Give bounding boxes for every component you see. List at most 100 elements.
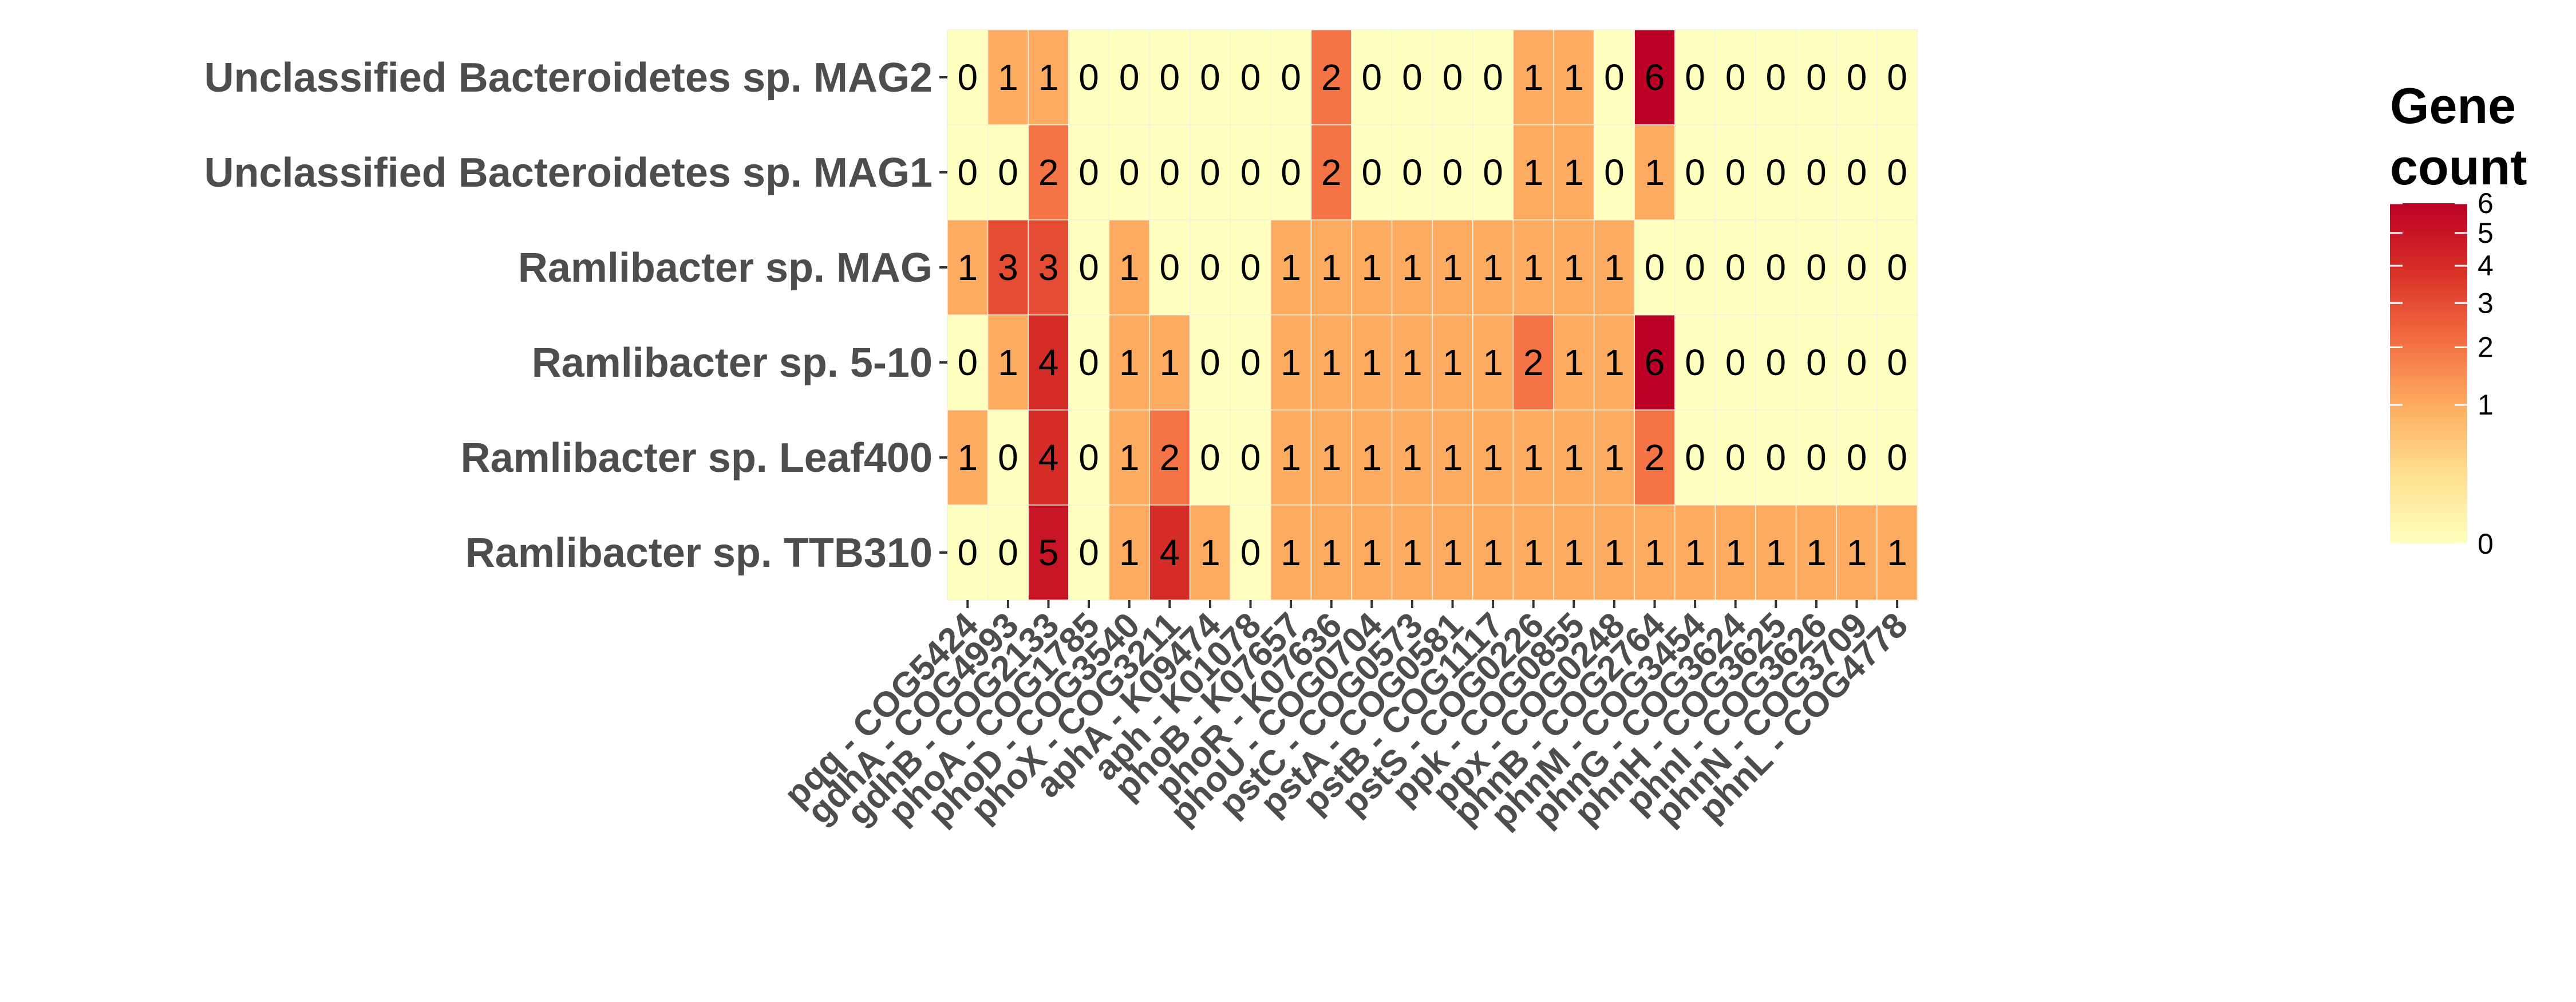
- cell-value-label: 1: [998, 342, 1018, 383]
- cell-value-label: 0: [1766, 342, 1787, 383]
- cell-value-label: 1: [1483, 437, 1503, 478]
- cell-value-label: 0: [1847, 437, 1867, 478]
- heatmap-cell: [1836, 29, 1878, 125]
- cell-value-label: 0: [1685, 247, 1705, 288]
- cell-value-label: 1: [1038, 57, 1059, 98]
- cell-value-label: 0: [1766, 437, 1787, 478]
- heatmap-cell: [1472, 124, 1514, 220]
- cell-value-label: 0: [1766, 152, 1787, 193]
- cell-value-label: 0: [1806, 342, 1827, 383]
- cell-value-label: 0: [1200, 342, 1220, 383]
- cell-value-label: 3: [1038, 247, 1059, 288]
- cell-value-label: 1: [1564, 152, 1585, 193]
- cell-value-label: 0: [1200, 437, 1220, 478]
- heatmap-cell: [1230, 219, 1271, 315]
- legend-tick-label: 0: [2478, 528, 2494, 560]
- cell-value-label: 1: [1604, 247, 1625, 288]
- cell-value-label: 1: [1725, 532, 1746, 573]
- legend-tick-label: 1: [2478, 389, 2494, 421]
- cell-value-label: 1: [1483, 532, 1503, 573]
- cell-value-label: 0: [1240, 57, 1261, 98]
- cell-value-label: 1: [1119, 532, 1140, 573]
- cell-value-label: 0: [1685, 57, 1705, 98]
- heatmap-cell: [987, 29, 1029, 125]
- cell-value-label: 0: [1645, 247, 1665, 288]
- heatmap-cell: [1674, 314, 1716, 411]
- heatmap-cell: [1553, 29, 1595, 125]
- heatmap-cell: [987, 219, 1029, 315]
- cell-value-label: 3: [998, 247, 1018, 288]
- heatmap-cell: [1310, 314, 1352, 411]
- heatmap-cell: [1432, 124, 1473, 220]
- heatmap-cell: [1432, 314, 1473, 411]
- heatmap-cell: [1270, 409, 1312, 506]
- cell-value-label: 0: [1604, 152, 1625, 193]
- heatmap-cell: [1068, 29, 1110, 125]
- heatmap-cell: [1714, 29, 1756, 125]
- cell-value-label: 1: [1362, 437, 1382, 478]
- heatmap-cell: [1189, 314, 1231, 411]
- cell-value-label: 1: [1766, 532, 1787, 573]
- cell-value-label: 2: [1321, 152, 1342, 193]
- cell-value-label: 1: [1645, 152, 1665, 193]
- heatmap-cell: [1189, 219, 1231, 315]
- legend-colorbar: [2390, 203, 2467, 544]
- cell-value-label: 1: [1321, 437, 1342, 478]
- cell-value-label: 0: [1240, 437, 1261, 478]
- y-tick-label: Ramlibacter sp. MAG: [518, 245, 933, 291]
- cell-value-label: 0: [1806, 57, 1827, 98]
- heatmap-cell: [1755, 29, 1797, 125]
- heatmap-cell: [1714, 409, 1756, 506]
- cell-value-label: 1: [1483, 342, 1503, 383]
- y-tick-label: Unclassified Bacteroidetes sp. MAG2: [204, 55, 933, 101]
- heatmap-cell: [1149, 409, 1191, 506]
- cell-value-label: 1: [1443, 532, 1463, 573]
- heatmap-cell: [1108, 314, 1150, 411]
- cell-value-label: 0: [1281, 152, 1301, 193]
- heatmap-cell: [1553, 219, 1595, 315]
- heatmap-cell: [1472, 504, 1514, 601]
- cell-value-label: 1: [1402, 437, 1423, 478]
- heatmap-cell: [1351, 504, 1393, 601]
- heatmap-cell: [1876, 124, 1918, 220]
- cell-value-label: 0: [1078, 57, 1099, 98]
- heatmap-cell: [1836, 124, 1878, 220]
- y-tick-label: Unclassified Bacteroidetes sp. MAG1: [204, 150, 933, 196]
- cell-value-label: 0: [1078, 437, 1099, 478]
- cell-value-label: 1: [1523, 437, 1544, 478]
- cell-value-label: 4: [1038, 437, 1059, 478]
- cell-value-label: 0: [1078, 152, 1099, 193]
- heatmap-cell: [947, 504, 989, 601]
- heatmap-cell: [1714, 219, 1756, 315]
- heatmap-cell: [1553, 124, 1595, 220]
- cell-value-label: 1: [1119, 247, 1140, 288]
- heatmap-cell: [1068, 124, 1110, 220]
- cell-value-label: 0: [1806, 247, 1827, 288]
- cell-value-label: 1: [1523, 57, 1544, 98]
- cell-value-label: 6: [1645, 57, 1665, 98]
- cell-value-label: 0: [1160, 152, 1180, 193]
- cell-value-label: 4: [1038, 342, 1059, 383]
- cell-value-label: 1: [1362, 532, 1382, 573]
- heatmap-cell: [1634, 219, 1676, 315]
- cell-value-label: 1: [1119, 437, 1140, 478]
- heatmap-cell: [1634, 29, 1676, 125]
- heatmap-cell: [1351, 219, 1393, 315]
- cell-value-label: 0: [1240, 247, 1261, 288]
- cell-value-label: 2: [1038, 152, 1059, 193]
- cell-value-label: 1: [958, 437, 978, 478]
- cell-value-label: 2: [1160, 437, 1180, 478]
- cell-value-label: 1: [1685, 532, 1705, 573]
- cell-value-label: 1: [1604, 437, 1625, 478]
- cell-value-label: 2: [1645, 437, 1665, 478]
- cell-value-label: 0: [1443, 57, 1463, 98]
- heatmap-cell: [1876, 504, 1918, 601]
- heatmap-cell: [1230, 29, 1271, 125]
- heatmap-cell: [1108, 124, 1150, 220]
- heatmap-cell: [1836, 409, 1878, 506]
- cell-value-label: 1: [1564, 57, 1585, 98]
- heatmap-cell: [947, 124, 989, 220]
- heatmap-cell: [1068, 409, 1110, 506]
